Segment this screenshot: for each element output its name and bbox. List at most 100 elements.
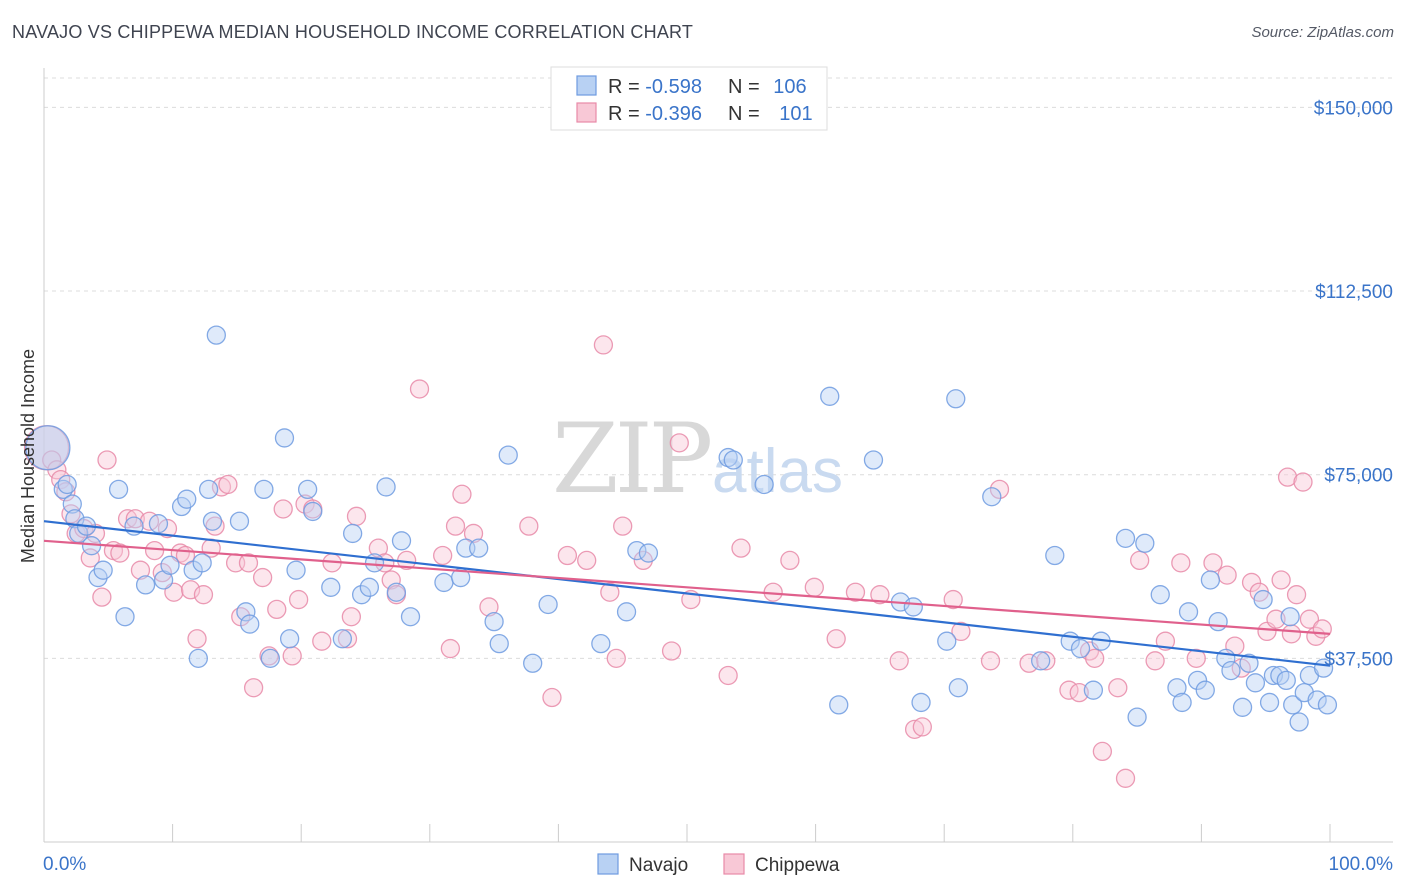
navajo-point-52 (523, 653, 543, 673)
navajo-point-28 (254, 479, 274, 500)
navajo-point-78 (1127, 707, 1147, 727)
navajo-point-98 (1283, 695, 1303, 715)
navajo-point-72 (1045, 545, 1065, 566)
chippewa-point-14 (117, 509, 138, 529)
chippewa-point-37 (267, 599, 287, 620)
chippewa-point-64 (593, 335, 614, 355)
chippewa-point-57 (452, 484, 472, 504)
legend-navajo-n-value: 106 (773, 76, 806, 98)
chippewa-point-82 (912, 717, 932, 737)
chippewa-point-80 (889, 651, 909, 671)
navajo-point-38 (351, 585, 372, 605)
chippewa-point-86 (989, 479, 1010, 500)
navajo-point-39 (359, 577, 380, 597)
navajo-point-104 (1317, 695, 1338, 715)
chippewa-point-47 (346, 506, 367, 526)
legend-navajo-n-label: N = (728, 76, 765, 98)
chippewa-point-16 (130, 560, 151, 580)
chippewa-point-69 (661, 641, 682, 661)
chippewa-point-92 (1085, 648, 1105, 668)
chippewa-point-26 (193, 585, 214, 605)
watermark-atlas: atlas (712, 437, 843, 506)
navajo-point-80 (1150, 585, 1170, 605)
navajo-point-24 (206, 325, 226, 345)
chippewa-point-22 (170, 543, 190, 563)
y-axis-title: Median Household Income (18, 349, 38, 563)
chippewa-point-75 (780, 550, 800, 571)
legend-navajo-r-value: -0.598 (645, 76, 702, 98)
chippewa-point-85 (980, 651, 1001, 671)
navajo-point-97 (1276, 670, 1296, 691)
chippewa-point-96 (1130, 550, 1150, 571)
navajo-point-34 (303, 501, 323, 522)
chippewa-point-46 (341, 607, 362, 627)
chippewa-point-30 (218, 474, 238, 495)
chippewa-point-94 (1108, 678, 1128, 698)
chippewa-point-87 (1019, 653, 1039, 673)
chippewa-point-108 (1266, 609, 1286, 629)
legend-navajo-n: N = 106 (728, 76, 807, 98)
navajo-trend-line (43, 520, 1331, 667)
navajo-point-86 (1200, 570, 1221, 590)
chippewa-point-100 (1186, 648, 1206, 668)
chippewa-point-70 (669, 433, 689, 453)
navajo-point-92 (1245, 673, 1266, 693)
navajo-point-75 (1083, 680, 1104, 700)
bottom-legend-swatch-chippewa (723, 853, 745, 875)
chippewa-point-13 (110, 543, 130, 563)
navajo-point-77 (1115, 528, 1136, 549)
legend-swatch-navajo (576, 75, 597, 96)
chippewa-point-11 (97, 450, 117, 470)
chippewa-point-40 (288, 589, 309, 610)
chippewa-point-65 (600, 582, 620, 602)
legend-chippewa-r-label: R = (608, 103, 645, 125)
navajo-point-49 (484, 611, 504, 632)
navajo-point-10 (108, 479, 129, 500)
chippewa-point-112 (1286, 585, 1307, 605)
chippewa-point-4 (56, 482, 76, 502)
navajo-point-82 (1172, 692, 1192, 713)
chippewa-point-18 (144, 540, 165, 561)
navajo-point-67 (937, 631, 957, 651)
chippewa-point-84 (951, 621, 971, 642)
chippewa-point-20 (157, 518, 178, 539)
navajo-point-105 (1280, 607, 1300, 627)
y-tick-label-2: $112,500 (1315, 282, 1393, 303)
navajo-point-20 (188, 648, 208, 668)
chippewa-point-102 (1217, 565, 1237, 585)
navajo-point-61 (820, 386, 840, 406)
chippewa-point-90 (1069, 682, 1089, 703)
chippewa-point-55 (440, 638, 461, 659)
legend-navajo-text: R = -0.598 (608, 76, 702, 98)
chippewa-point-54 (433, 545, 453, 566)
navajo-point-51 (498, 445, 518, 465)
legend-chippewa-n-value: 101 (779, 103, 812, 125)
chippewa-point-93 (1092, 741, 1113, 762)
axes (43, 68, 1393, 843)
x-tick-label-min: 0.0% (43, 854, 86, 875)
source-credit: Source: ZipAtlas.com (1251, 24, 1394, 41)
chippewa-point-113 (1293, 472, 1313, 492)
chippewa-point-60 (519, 516, 539, 536)
navajo-point-33 (297, 479, 318, 500)
chippewa-point-34 (243, 678, 264, 698)
y-tick-label-1: $75,000 (1324, 466, 1393, 487)
navajo-point-60 (754, 474, 774, 495)
navajo-point-18 (177, 489, 197, 509)
navajo-point-74 (1070, 638, 1091, 659)
chippewa-point-109 (1271, 570, 1291, 590)
navajo-point-31 (279, 629, 300, 649)
navajo-point-59 (723, 450, 743, 470)
navajo-point-91 (1239, 653, 1259, 673)
navajo-point-63 (863, 450, 884, 470)
chippewa-point-43 (312, 631, 332, 651)
chippewa-trend-line (43, 539, 1331, 635)
navajo-point-68 (946, 389, 966, 409)
navajo-point-26 (236, 602, 256, 622)
legend: R = -0.598 N = 106 R = -0.396 N = 101 (550, 66, 828, 131)
navajo-point-54 (591, 634, 611, 654)
navajo-point-79 (1135, 533, 1155, 553)
navajo-point-90 (1232, 697, 1253, 717)
chippewa-point-72 (718, 665, 738, 686)
